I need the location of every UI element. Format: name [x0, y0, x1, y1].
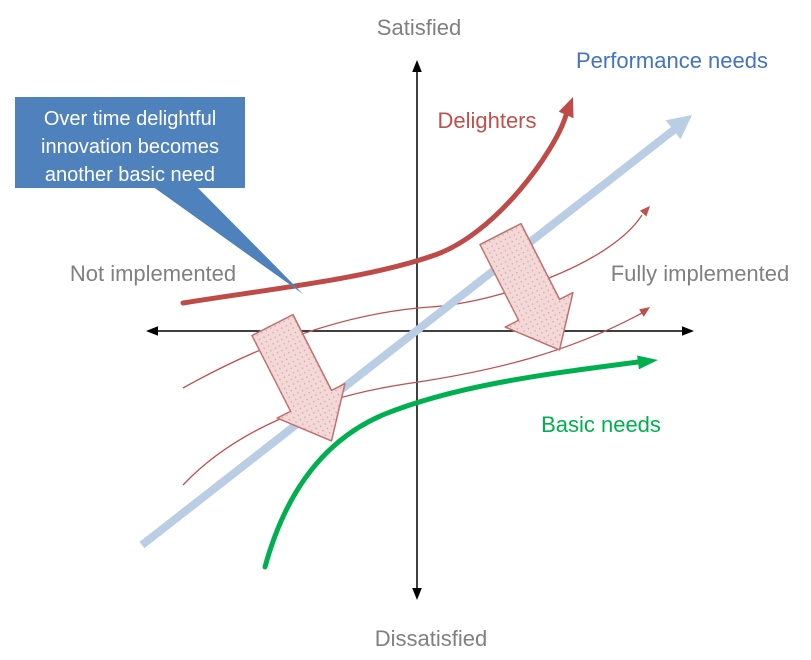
basic-needs-curve: [262, 359, 641, 570]
performance-needs-label: Performance needs: [576, 48, 768, 73]
diagram-labels: Satisfied Dissatisfied Not implemented F…: [70, 15, 789, 651]
migrating-delighter-curve-1: [182, 214, 643, 389]
shift-arrow-right: [479, 222, 574, 351]
delighters-label: Delighters: [437, 108, 536, 133]
fully-implemented-label: Fully implemented: [611, 261, 790, 286]
satisfied-label: Satisfied: [377, 15, 461, 40]
performance-needs-line: [139, 115, 692, 549]
axis-arrow-down-icon: [412, 588, 422, 600]
delighters-arrowhead-icon: [558, 97, 574, 119]
shift-arrow-right-texture: [479, 223, 573, 350]
performance-diagonal: [139, 125, 678, 549]
callout-line-2: innovation becomes: [41, 136, 219, 158]
axis-arrow-left-icon: [146, 326, 158, 336]
callout-line-1: Over time delightful: [44, 108, 216, 130]
migrating-delighter-curve-2: [182, 312, 643, 486]
shift-block-arrows: [251, 222, 574, 442]
callout-tail: [152, 186, 303, 294]
basic-needs-label: Basic needs: [541, 412, 661, 437]
migration-curves: [182, 206, 650, 486]
shift-arrow-left-texture: [251, 314, 345, 441]
shift-arrow-left: [251, 313, 346, 442]
delighters-curve: [180, 112, 569, 306]
axis-arrow-right-icon: [682, 326, 694, 336]
dissatisfied-label: Dissatisfied: [375, 626, 487, 651]
callout-box: [15, 97, 245, 188]
axis-arrow-up-icon: [412, 60, 422, 72]
basic-needs-arrowhead-icon: [637, 355, 658, 370]
callout-line-3: another basic need: [45, 164, 215, 186]
performance-arrowhead-icon: [665, 115, 692, 140]
not-implemented-label: Not implemented: [70, 261, 236, 286]
callout: Over time delightful innovation becomes …: [15, 97, 303, 294]
delighters-curve-group: [180, 97, 574, 306]
migrating-curve-1-arrowhead-icon: [639, 206, 650, 217]
migrating-curve-2-arrowhead-icon: [639, 307, 650, 317]
basic-needs-curve-group: [262, 355, 658, 570]
